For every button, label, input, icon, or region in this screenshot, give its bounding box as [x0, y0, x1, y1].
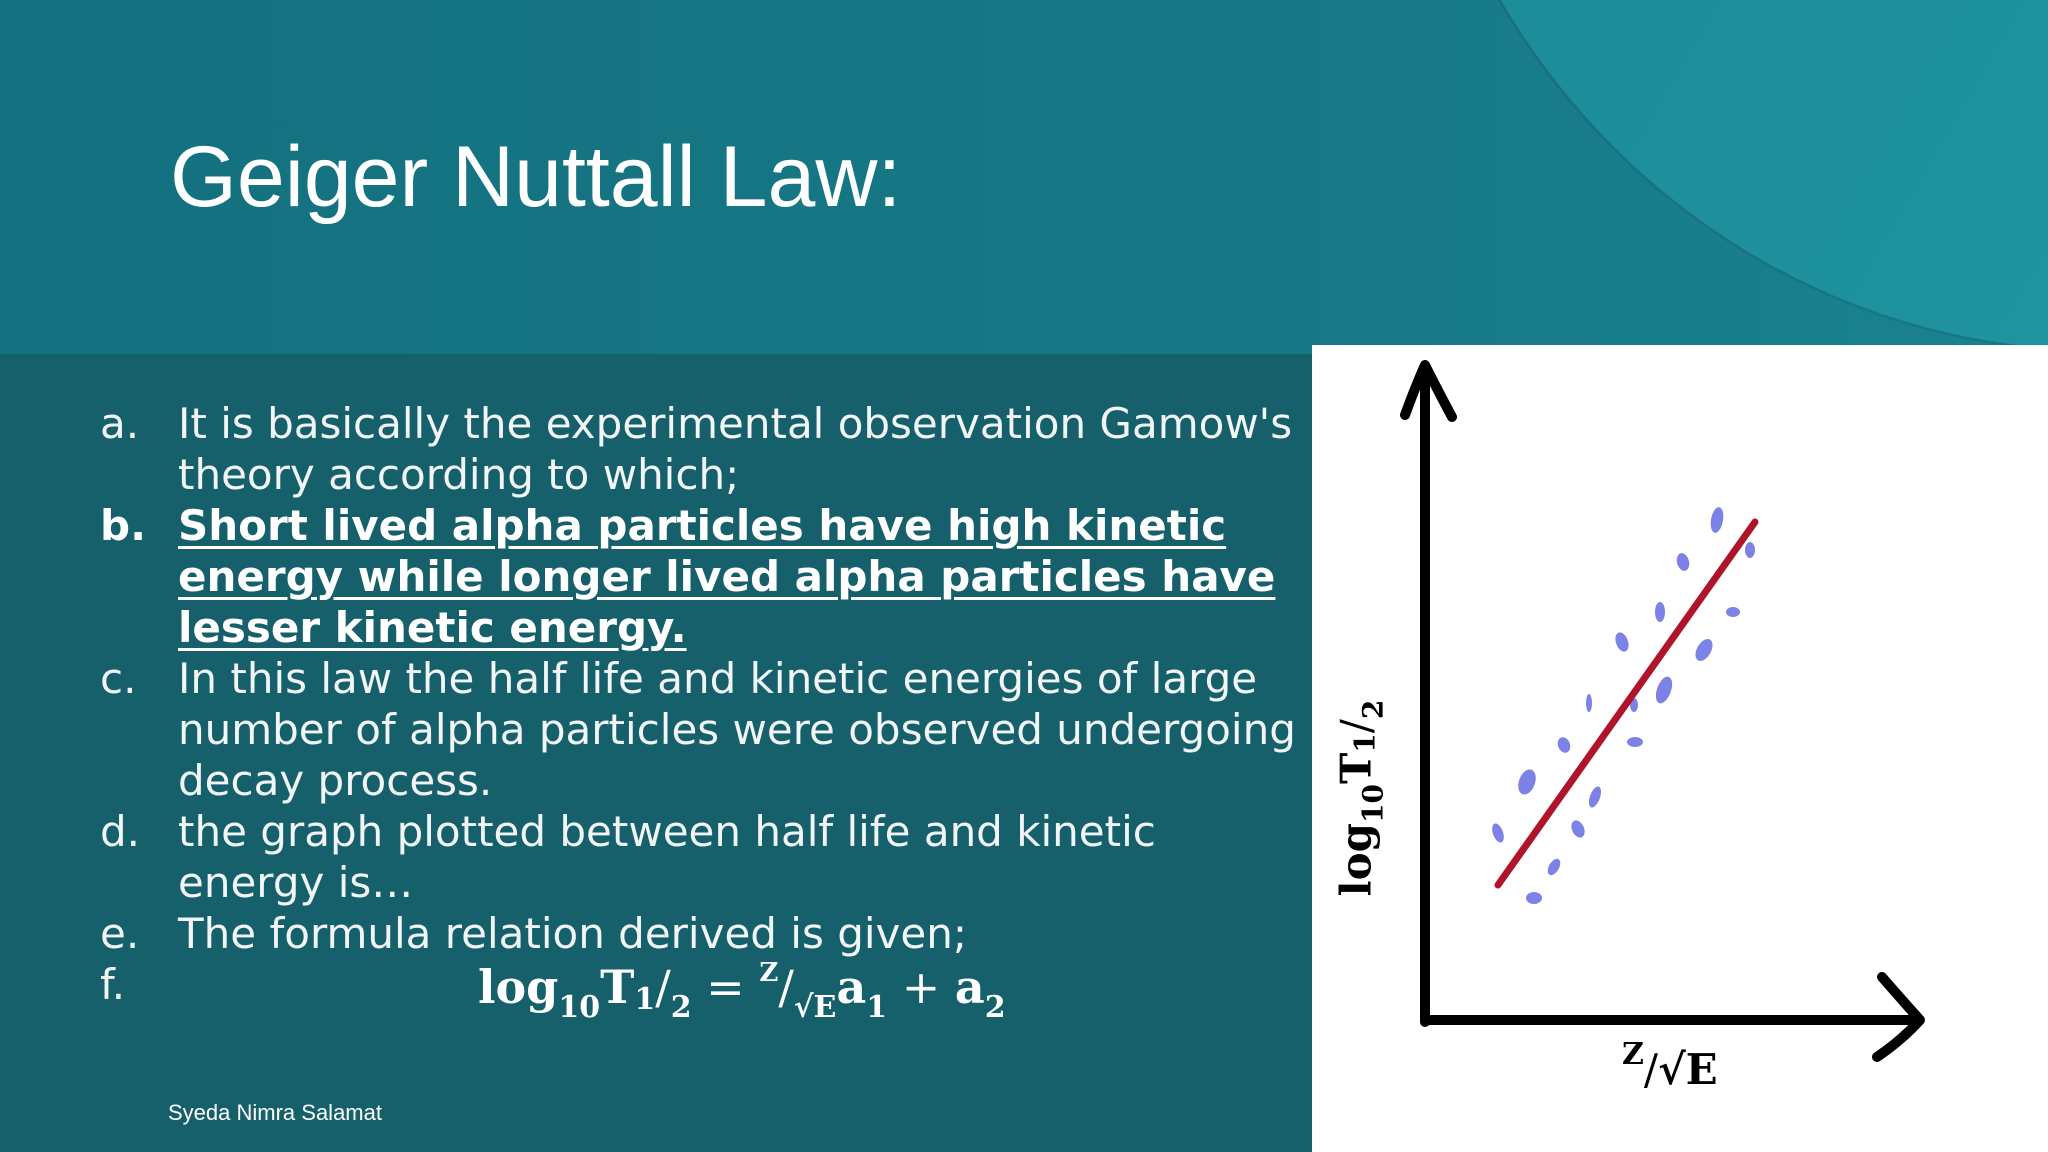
data-points [1492, 507, 1755, 904]
formula-half-numerator: 1 [634, 982, 656, 1017]
formula-z-slash: / [778, 960, 794, 1014]
author-footer: Syeda Nimra Salamat [168, 1100, 382, 1125]
content-panel [0, 354, 1312, 1152]
bullet-marker: e. [100, 909, 140, 958]
y-axis-log-base: 10 [1356, 784, 1390, 824]
bullet-marker: a. [100, 399, 140, 448]
data-point [1695, 639, 1713, 661]
formula-a2-subscript: 2 [984, 990, 1006, 1025]
geiger-nuttall-graph [1400, 360, 1925, 1062]
bullet-marker: c. [100, 654, 137, 703]
formula-half-denominator: 2 [670, 990, 692, 1025]
bullet-item-formula: f. log10T1/2 = Z/√Ea1 + a2 [100, 958, 1300, 1025]
y-axis-half-slash: / [1331, 719, 1381, 734]
data-point [1518, 769, 1536, 795]
data-point [1557, 737, 1571, 753]
bullet-item-highlighted: b. Short lived alpha particles have high… [100, 500, 1300, 653]
fit-line [1494, 518, 1759, 889]
data-point [1526, 892, 1542, 904]
y-axis-t: T [1331, 752, 1381, 785]
data-point [1492, 823, 1504, 843]
data-point [1745, 542, 1755, 558]
y-axis-label: log10T1/2 [1331, 700, 1390, 897]
formula-plus: + [887, 960, 955, 1014]
bullet-item: e. The formula relation derived is given… [100, 908, 1300, 959]
data-point [1588, 786, 1602, 808]
slide-title: Geiger Nuttall Law: [170, 129, 902, 225]
formula-z: Z [759, 958, 779, 988]
data-point [1586, 694, 1592, 712]
data-point [1676, 553, 1690, 571]
y-axis-log: log [1331, 823, 1381, 897]
y-axis-half-numerator: 1 [1348, 733, 1382, 753]
x-axis-label: Z/√E [1622, 1037, 1718, 1094]
formula-a1: a [836, 960, 867, 1014]
data-point [1627, 737, 1643, 747]
title-header: Geiger Nuttall Law: [0, 0, 2048, 354]
data-point [1547, 858, 1561, 876]
x-axis [1420, 972, 1925, 1062]
bullet-marker: f. [100, 960, 126, 1009]
bullet-text: In this law the half life and kinetic en… [178, 654, 1296, 805]
bullet-text: the graph plotted between half life and … [178, 807, 1156, 907]
data-point [1710, 507, 1724, 533]
x-axis-slash: / [1643, 1045, 1659, 1094]
data-point [1726, 607, 1740, 617]
geiger-nuttall-formula: log10T1/2 = Z/√Ea1 + a2 [478, 958, 1006, 1025]
formula-t: T [600, 960, 635, 1014]
data-point [1655, 602, 1665, 622]
bullet-marker: b. [100, 501, 147, 550]
decorative-arc [1400, 0, 2048, 350]
bullet-list: a. It is basically the experimental obse… [100, 398, 1300, 1025]
formula-a2: a [954, 960, 985, 1014]
data-point [1571, 820, 1585, 838]
bullet-text: The formula relation derived is given; [178, 909, 967, 958]
data-point [1655, 676, 1673, 704]
x-axis-sqrt-e: √E [1658, 1045, 1718, 1094]
formula-equals: = [691, 960, 760, 1014]
bullet-item: d. the graph plotted between half life a… [100, 806, 1300, 908]
x-axis-z: Z [1622, 1037, 1644, 1072]
formula-a1-subscript: 1 [866, 990, 888, 1025]
formula-log: log [478, 960, 559, 1014]
bullet-text: Short lived alpha particles have high ki… [178, 501, 1276, 652]
bullet-text: It is basically the experimental observa… [178, 399, 1293, 499]
data-point [1615, 632, 1629, 652]
graph-panel [1312, 345, 2048, 1152]
formula-half-slash: / [655, 960, 671, 1014]
y-axis [1400, 360, 1457, 1027]
y-axis-half-denominator: 2 [1356, 699, 1390, 720]
bullet-item: c. In this law the half life and kinetic… [100, 653, 1300, 806]
bullet-marker: d. [100, 807, 141, 856]
bullet-item: a. It is basically the experimental obse… [100, 398, 1300, 500]
formula-log-base: 10 [558, 990, 601, 1025]
formula-sqrt-e: √E [793, 990, 837, 1025]
